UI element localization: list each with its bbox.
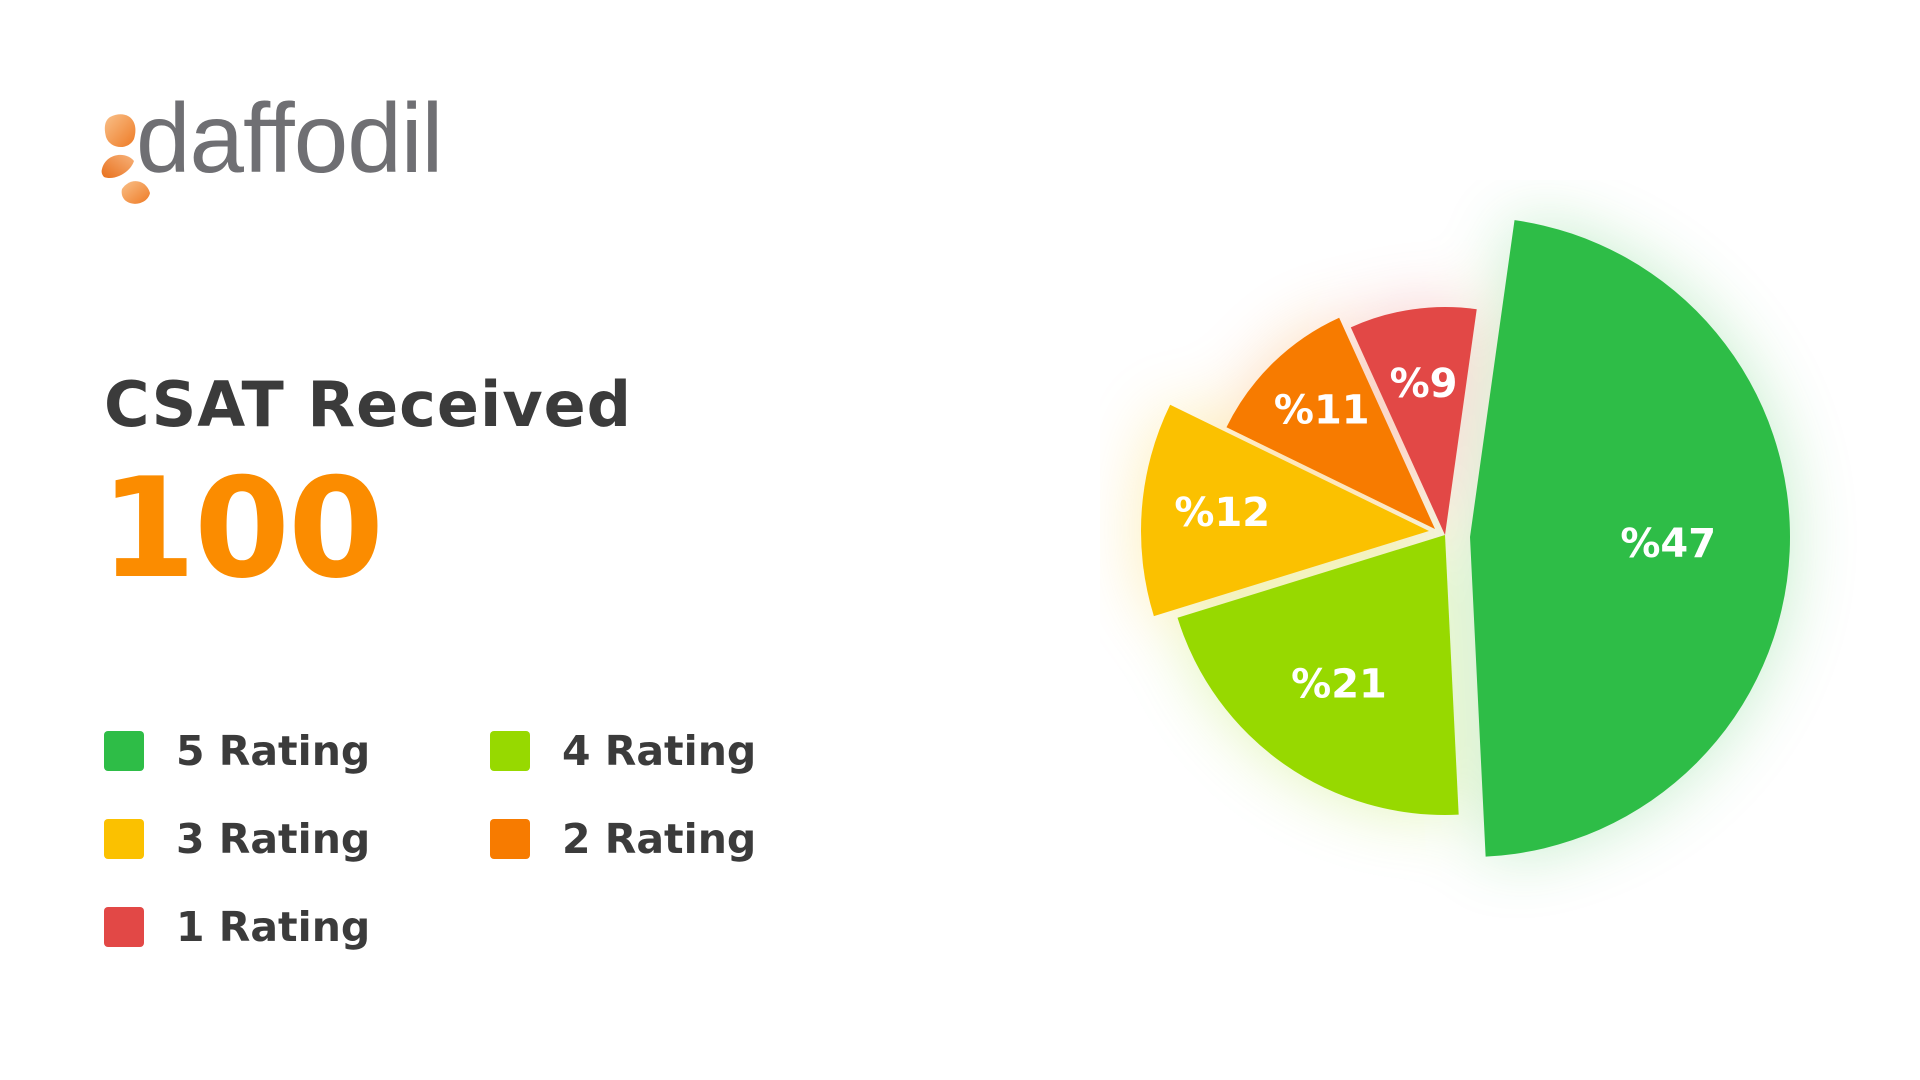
legend-label: 3 Rating [176,815,371,863]
pie-slice-3-rating [1141,404,1429,617]
chart-slices [1141,220,1791,857]
legend-swatch [104,731,144,771]
csat-total-value: 100 [100,448,384,609]
logo-wordmark: daffodil [136,83,443,193]
legend-swatch [490,819,530,859]
chart-data-labels: %47 %21 %12 %11 %9 [1174,361,1716,707]
data-label-5-rating: %47 [1620,521,1716,567]
legend-item-3-rating: 3 Rating [104,815,371,863]
daffodil-flower-icon [101,114,150,204]
data-label-2-rating: %11 [1274,388,1370,434]
legend-swatch [104,819,144,859]
csat-pie-chart: %47 %21 %12 %11 %9 [1141,220,1791,857]
pie-slice-1-rating [1350,307,1477,535]
legend-label: 4 Rating [562,727,757,775]
legend-swatch [104,907,144,947]
legend-item-5-rating: 5 Rating [104,727,371,775]
legend-item-4-rating: 4 Rating [490,727,757,775]
pie-slice-5-rating [1470,220,1791,857]
legend-label: 1 Rating [176,903,371,951]
data-label-1-rating: %9 [1390,361,1458,407]
data-label-4-rating: %21 [1291,661,1387,707]
data-label-3-rating: %12 [1174,490,1270,536]
legend-label: 5 Rating [176,727,371,775]
legend-item-2-rating: 2 Rating [490,815,757,863]
legend-swatch [490,731,530,771]
pie-slice-4-rating [1177,535,1459,815]
daffodil-logo: daffodil [100,89,443,215]
legend-item-1-rating: 1 Rating [104,903,371,951]
pie-slice-2-rating [1226,317,1435,529]
page-title: CSAT Received [104,368,633,441]
legend-label: 2 Rating [562,815,757,863]
